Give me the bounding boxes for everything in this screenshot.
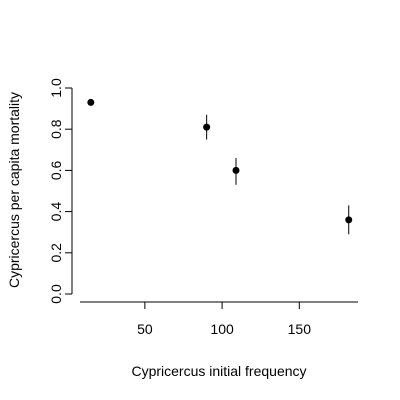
data-points: [87, 98, 353, 224]
x-tick-label: 50: [137, 321, 153, 337]
y-tick-label: 1.0: [48, 78, 64, 98]
x-tick-label: 150: [288, 321, 312, 337]
y-tick-label: 0.2: [48, 243, 64, 263]
x-axis-title: Cypricercus initial frequency: [131, 363, 306, 379]
y-tick-label: 0.8: [48, 119, 64, 139]
data-point: [232, 166, 240, 174]
data-point: [203, 123, 211, 131]
data-point: [345, 216, 353, 224]
data-point: [87, 98, 95, 106]
x-axis: 50 100 150: [80, 301, 358, 337]
y-tick-label: 0.0: [48, 284, 64, 304]
x-tick-label: 100: [210, 321, 234, 337]
y-axis: 0.0 0.2 0.4 0.6 0.8 1.0: [48, 78, 73, 304]
y-tick-label: 0.4: [48, 202, 64, 222]
error-bars: [206, 114, 350, 235]
y-axis-title: Cypricercus per capita mortality: [6, 92, 22, 288]
y-tick-label: 0.6: [48, 160, 64, 180]
